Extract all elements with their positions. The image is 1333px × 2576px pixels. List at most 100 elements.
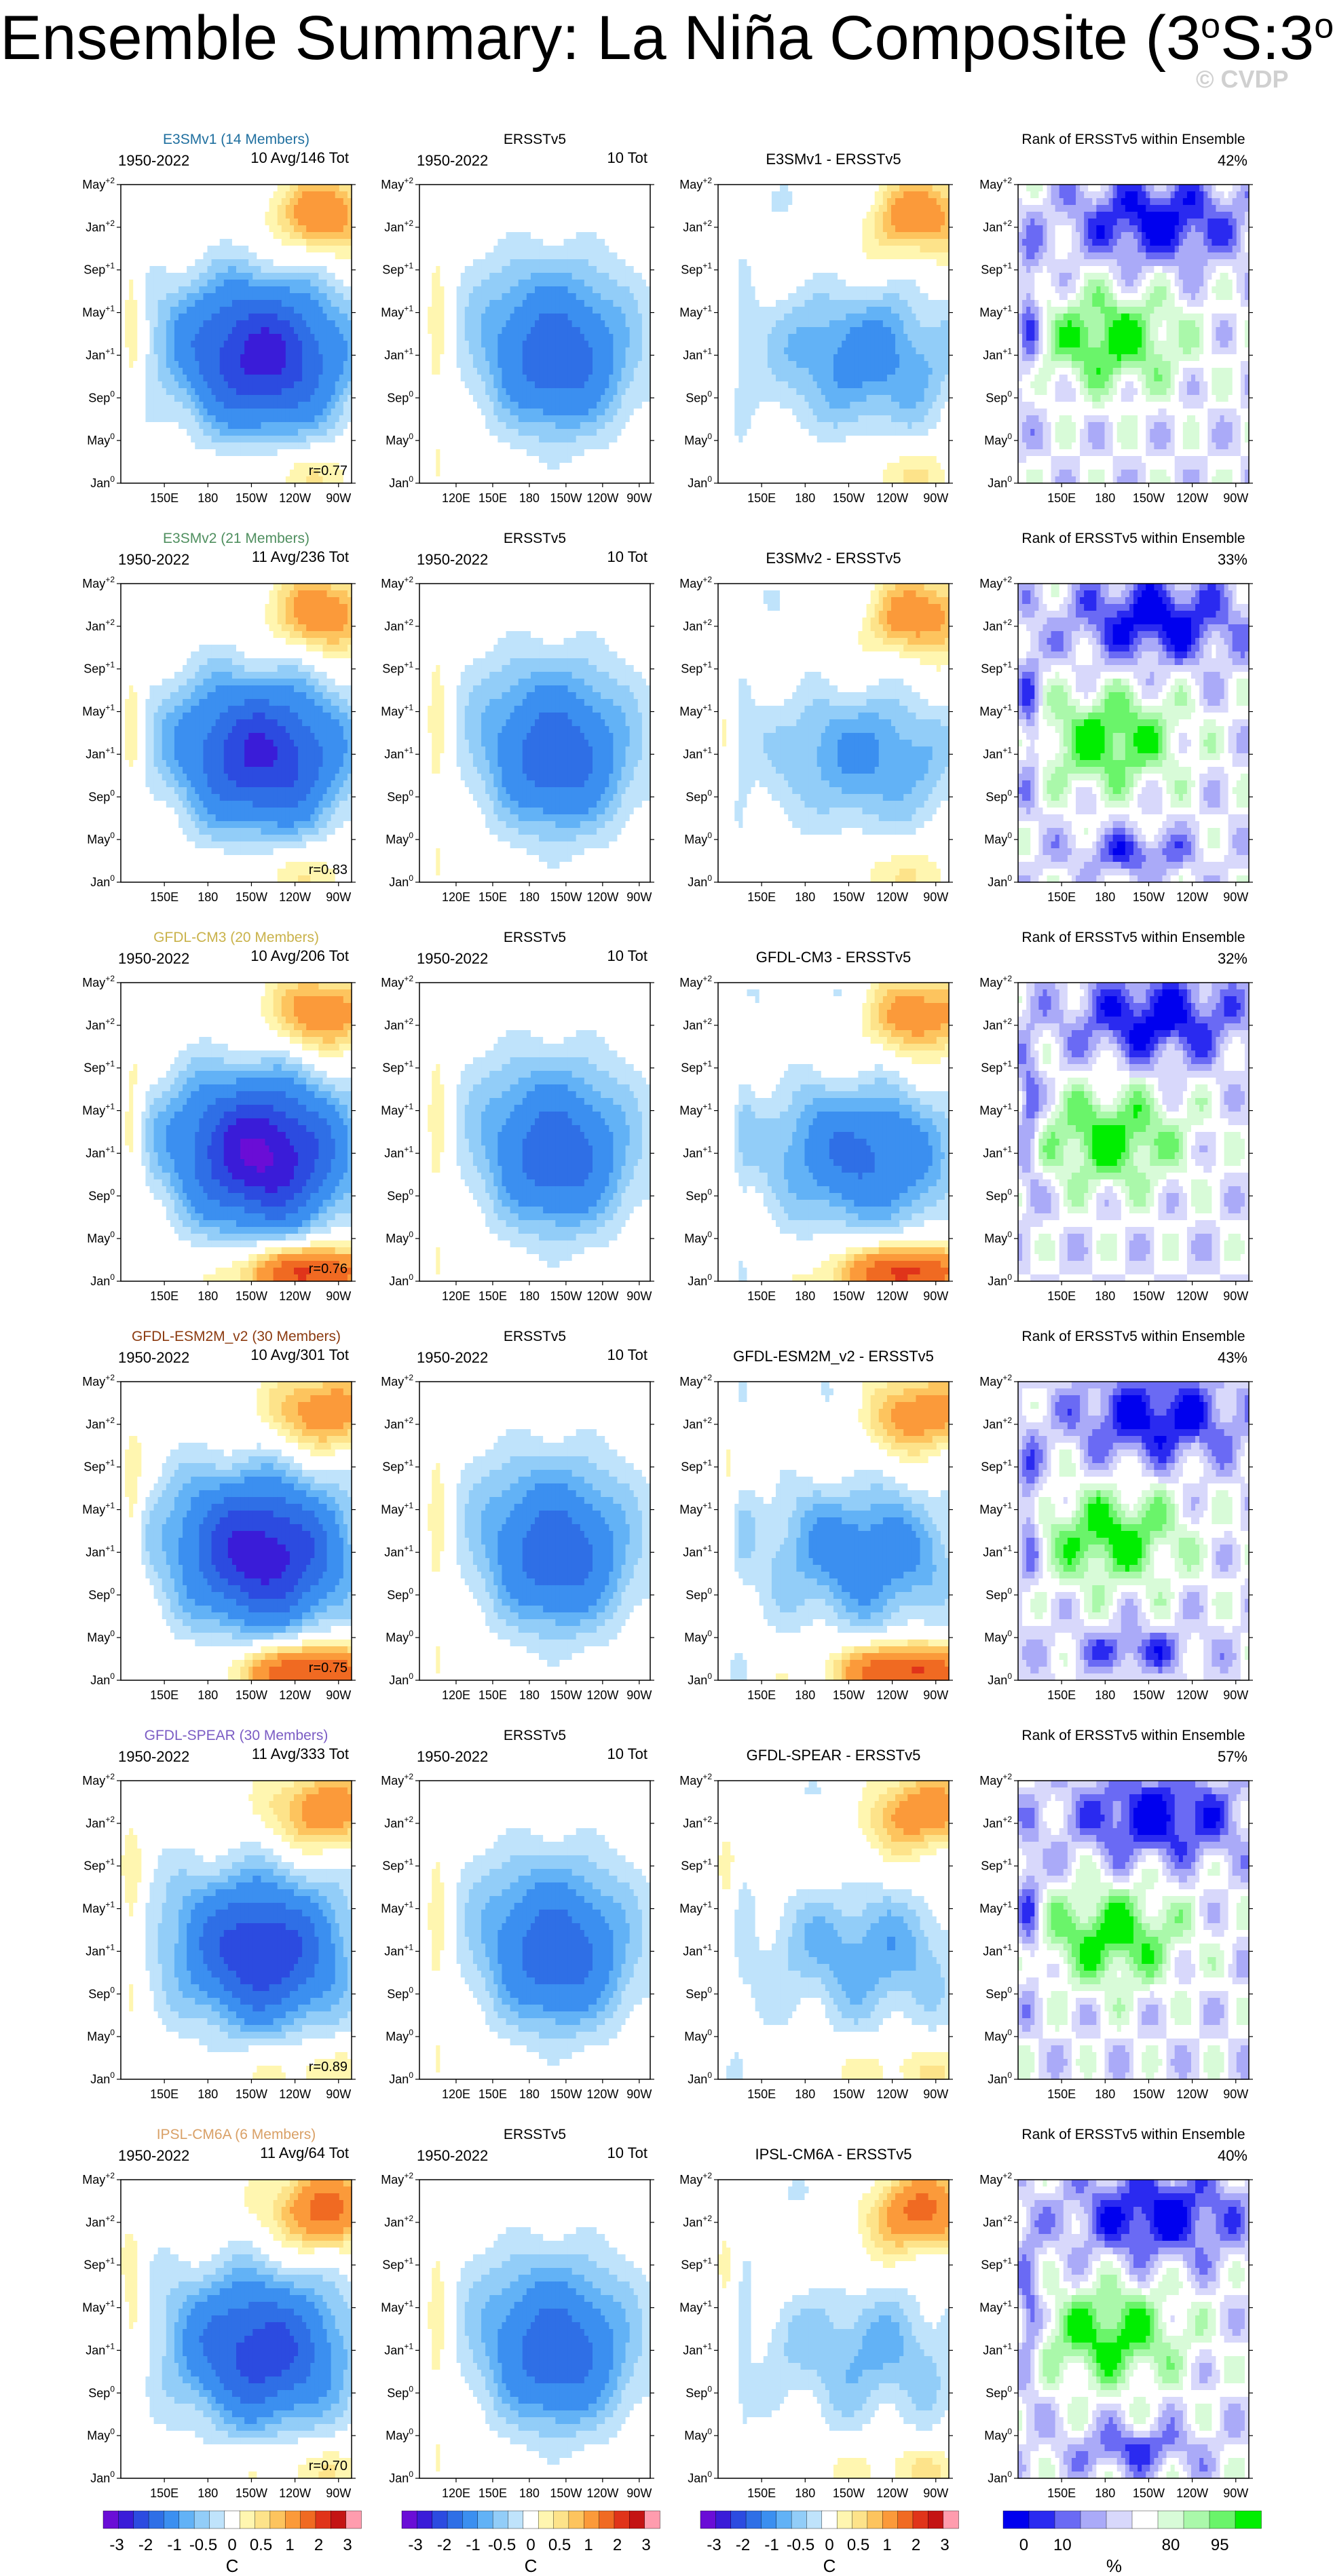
heat-cell xyxy=(327,347,332,355)
heat-cell xyxy=(298,409,303,416)
heat-cell xyxy=(323,334,328,341)
heat-cell xyxy=(335,456,340,463)
heat-cell xyxy=(290,307,295,314)
heat-cell xyxy=(220,286,225,294)
heat-cell xyxy=(216,212,221,219)
heat-cell xyxy=(551,246,556,253)
heat-cell xyxy=(601,246,605,253)
heat-cell xyxy=(228,185,233,192)
heat-cell xyxy=(162,212,167,219)
heat-cell xyxy=(261,307,265,314)
heat-cell xyxy=(457,212,462,219)
heat-cell xyxy=(261,476,265,484)
heat-cell xyxy=(261,415,265,423)
heat-cell xyxy=(248,422,253,430)
heat-cell xyxy=(257,476,261,484)
heat-cell xyxy=(638,246,643,253)
heat-cell xyxy=(298,334,303,341)
heat-cell xyxy=(294,205,299,212)
heat-cell xyxy=(203,449,208,457)
heat-cell xyxy=(137,470,142,477)
heat-cell xyxy=(274,341,278,348)
heat-cell xyxy=(274,293,278,301)
heat-cell xyxy=(133,219,138,226)
heat-cell xyxy=(274,246,278,253)
heat-cell xyxy=(208,449,212,457)
heat-cell xyxy=(170,334,175,341)
heat-cell xyxy=(331,368,336,375)
heat-cell xyxy=(216,259,221,267)
heat-cell xyxy=(191,341,195,348)
heat-cell xyxy=(121,225,126,233)
heat-cell xyxy=(261,252,265,260)
heat-cell xyxy=(527,205,531,212)
heat-cell xyxy=(203,259,208,267)
heat-cell xyxy=(174,286,179,294)
heat-cell xyxy=(294,422,299,430)
heat-cell xyxy=(150,266,155,273)
heat-cell xyxy=(597,246,601,253)
heat-cell xyxy=(232,280,237,287)
heat-cell xyxy=(444,239,449,246)
heat-cell xyxy=(419,246,424,253)
heat-cell xyxy=(203,354,208,362)
heat-cell xyxy=(261,232,265,240)
heat-cell xyxy=(327,415,332,423)
heat-cell xyxy=(179,212,183,219)
heat-cell xyxy=(154,239,159,246)
heat-cell xyxy=(302,341,307,348)
heat-cell xyxy=(199,354,204,362)
heat-cell xyxy=(265,354,270,362)
heat-cell xyxy=(286,388,290,396)
heat-cell xyxy=(195,252,200,260)
heat-cell xyxy=(298,368,303,375)
heat-cell xyxy=(327,307,332,314)
heat-cell xyxy=(166,327,171,335)
heat-cell xyxy=(228,381,233,389)
heat-cell xyxy=(343,246,348,253)
heat-cell xyxy=(248,280,253,287)
heat-cell xyxy=(244,225,249,233)
heat-cell xyxy=(331,198,336,206)
heat-cell xyxy=(158,273,163,280)
heat-cell xyxy=(444,205,449,212)
heat-cell xyxy=(125,239,130,246)
heat-cell xyxy=(252,449,257,457)
heat-cell xyxy=(137,212,142,219)
heat-cell xyxy=(166,347,171,355)
heat-cell xyxy=(290,476,295,484)
heat-cell xyxy=(335,232,340,240)
heat-cell xyxy=(216,252,221,260)
heat-cell xyxy=(424,198,428,206)
heat-cell xyxy=(290,286,295,294)
heat-cell xyxy=(154,375,159,382)
heat-cell xyxy=(174,232,179,240)
heat-cell xyxy=(436,232,440,240)
heat-cell xyxy=(327,185,332,192)
heat-cell xyxy=(145,252,150,260)
heat-cell xyxy=(141,185,146,192)
heat-cell xyxy=(343,280,348,287)
heat-cell xyxy=(531,212,536,219)
heat-cell xyxy=(195,422,200,430)
heat-cell xyxy=(617,198,622,206)
heat-cell xyxy=(195,191,200,199)
heat-cell xyxy=(236,327,241,335)
heat-cell xyxy=(224,361,229,368)
heat-cell xyxy=(298,429,303,436)
heat-cell xyxy=(224,293,229,301)
heat-cell xyxy=(535,246,540,253)
heat-cell xyxy=(535,191,540,199)
heat-cell xyxy=(298,327,303,335)
heat-cell xyxy=(216,449,221,457)
heat-cell xyxy=(306,327,311,335)
heat-cell xyxy=(224,409,229,416)
heat-cell xyxy=(290,252,295,260)
heat-cell xyxy=(278,246,282,253)
heat-cell xyxy=(310,280,315,287)
heat-cell xyxy=(339,436,344,443)
heat-cell xyxy=(310,354,315,362)
heat-cell xyxy=(162,225,167,233)
heat-cell xyxy=(298,198,303,206)
heat-cell xyxy=(216,320,221,328)
